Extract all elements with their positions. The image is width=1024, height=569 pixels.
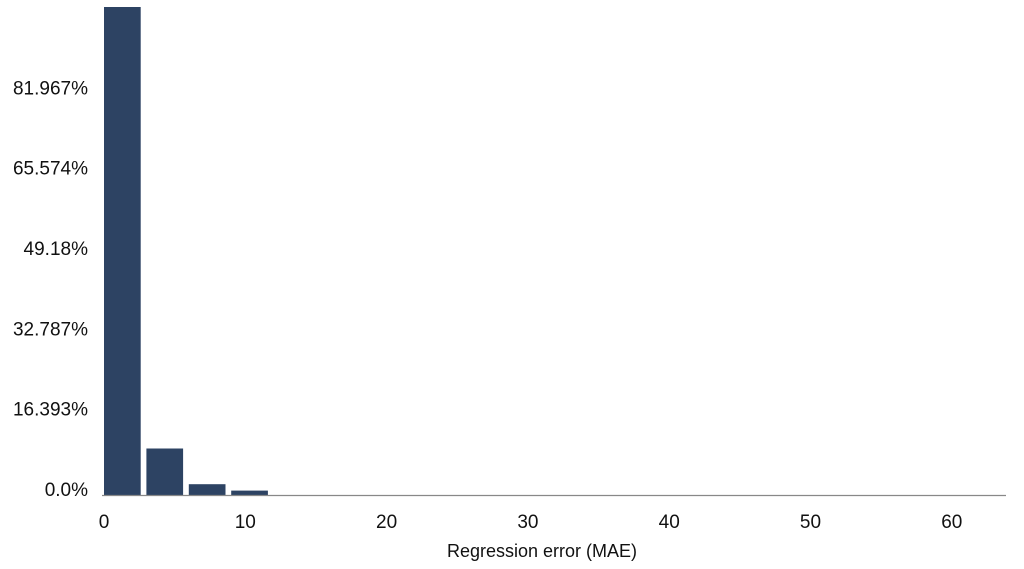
x-tick-label: 20 — [376, 512, 397, 533]
x-tick-label: 50 — [800, 512, 821, 533]
x-tick-label: 30 — [517, 512, 538, 533]
y-tick-label: 16.393% — [13, 400, 88, 421]
bars-layer — [104, 7, 268, 495]
x-tick-label: 0 — [99, 512, 110, 533]
x-tick-label: 40 — [659, 512, 680, 533]
y-tick-label: 81.967% — [13, 78, 88, 99]
x-tick-label: 10 — [235, 512, 256, 533]
histogram-bar-1 — [146, 448, 184, 495]
histogram-bar-3 — [231, 490, 268, 495]
y-tick-label: 65.574% — [13, 159, 88, 180]
y-tick-label: 0.0% — [45, 480, 88, 501]
x-tick-labels: 0 10 20 30 40 50 60 — [99, 512, 963, 533]
histogram-bar-2 — [188, 484, 226, 495]
y-tick-label: 49.18% — [24, 239, 89, 260]
y-tick-label: 32.787% — [13, 319, 88, 340]
x-axis-title: Regression error (MAE) — [447, 541, 637, 561]
y-tick-labels: 0.0% 16.393% 32.787% 49.18% 65.574% 81.967% — [13, 78, 88, 501]
histogram-bar-0 — [104, 7, 141, 495]
x-tick-label: 60 — [941, 512, 962, 533]
